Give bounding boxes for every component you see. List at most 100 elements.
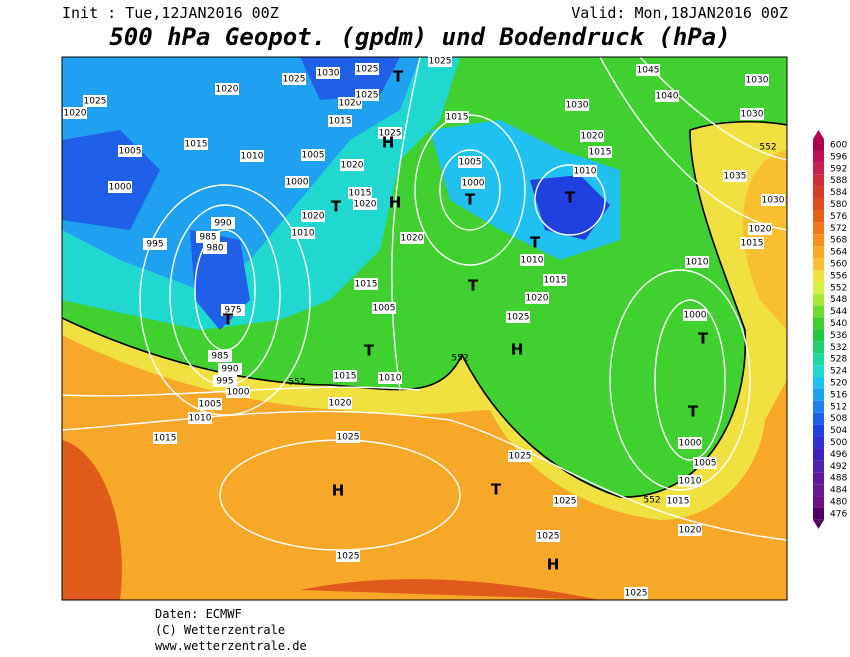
isobar-label: 1025 (509, 452, 532, 462)
isobar-label-bg (328, 115, 352, 127)
legend-tick-label: 592 (830, 164, 847, 174)
isobar-label-bg (580, 130, 604, 142)
isobar-label: 985 (211, 352, 228, 362)
isobar-label: 1015 (446, 113, 469, 123)
isobar-label: 1020 (341, 161, 364, 171)
isobar-label-bg (211, 217, 235, 229)
isobar-label: 1015 (154, 434, 177, 444)
isobar-label: 1020 (401, 234, 424, 244)
isobar-label-bg (118, 145, 142, 157)
isobar-label: 1030 (762, 196, 785, 206)
isobar-label-bg (740, 237, 764, 249)
legend-tick-label: 528 (830, 355, 847, 365)
isobar-label: 995 (146, 240, 163, 250)
legend-tick-label: 508 (830, 414, 847, 424)
legend-tick-label: 492 (830, 462, 847, 472)
isobar-label-bg (301, 149, 325, 161)
isobar-label: 1010 (241, 152, 264, 162)
legend-tick-label: 580 (830, 200, 847, 210)
legend-tick-label: 536 (830, 331, 847, 341)
pressure-center: T (688, 403, 699, 421)
isobar-label-bg (748, 223, 772, 235)
field-deep-blue (62, 57, 400, 330)
footer-line: Daten: ECMWF (155, 607, 242, 621)
isobar-label-bg (536, 530, 560, 542)
contour-label: 552 (451, 354, 468, 364)
legend-tick-label: 544 (830, 307, 847, 317)
isobar-label: 1020 (329, 399, 352, 409)
legend-swatch (813, 269, 824, 282)
isobar-label: 1005 (302, 151, 325, 161)
legend-tick-label: 476 (830, 509, 847, 519)
isobar-label-bg (624, 587, 648, 599)
contour-552 (62, 120, 787, 498)
legend-swatch (813, 186, 824, 199)
isobar-label: 1000 (462, 179, 485, 189)
isobar-label: 1015 (544, 276, 567, 286)
legend-tick-label: 496 (830, 450, 847, 460)
legend-tick-label: 548 (830, 295, 847, 305)
isobar-label-bg (316, 67, 340, 79)
legend-tick-label: 540 (830, 319, 847, 329)
isobar-label: 1000 (227, 388, 250, 398)
isobar-label: 1030 (317, 69, 340, 79)
isobar-label: 1020 (339, 99, 362, 109)
isobar-label-bg (240, 150, 264, 162)
isobar-label-bg (428, 55, 452, 67)
contour-label: 552 (643, 496, 660, 506)
isobar (62, 410, 787, 541)
isobar-label: 1020 (526, 294, 549, 304)
legend-swatch (813, 400, 824, 413)
isobar-label-bg (218, 363, 242, 375)
contour-label: 552 (288, 378, 305, 388)
isobar-label: 975 (224, 306, 241, 316)
legend-swatch (813, 293, 824, 306)
isobar-label-bg (683, 309, 707, 321)
isobar-label-bg (378, 372, 402, 384)
isobar-label-bg (508, 450, 532, 462)
isobar-label: 990 (221, 365, 238, 375)
isobar-label-bg (336, 431, 360, 443)
legend-swatch (813, 246, 824, 259)
isobar-label: 1020 (749, 225, 772, 235)
isobar-label-bg (761, 194, 785, 206)
isobar (391, 57, 421, 391)
isobar (654, 299, 726, 461)
isobar-label-bg (445, 111, 469, 123)
isobar-label-bg (693, 457, 717, 469)
isobar-label: 1000 (286, 178, 309, 188)
isobar-label-bg (285, 176, 309, 188)
isobar-label-bg (143, 238, 167, 250)
isobar-label: 1025 (84, 97, 107, 107)
isobar-label-bg (226, 386, 250, 398)
legend-tick-label: 568 (830, 236, 847, 246)
isobar-label: 990 (214, 219, 231, 229)
legend-tick-label: 516 (830, 390, 847, 400)
isobar-label-bg (525, 292, 549, 304)
isobar-label-bg (745, 74, 769, 86)
isobar-label: 1015 (741, 239, 764, 249)
legend-tick-label: 484 (830, 486, 847, 496)
footer-line: www.wetterzentrale.de (155, 639, 307, 653)
isobar-label: 1015 (329, 117, 352, 127)
contour-label: 552 (759, 143, 776, 153)
pressure-center: H (332, 482, 345, 500)
isobar-label: 1005 (459, 158, 482, 168)
legend-swatch (813, 448, 824, 461)
isobar-label: 1030 (566, 101, 589, 111)
legend-tick-label: 560 (830, 260, 847, 270)
isobar-label-bg (301, 210, 325, 222)
legend-swatch (813, 174, 824, 187)
isobar-label-bg (573, 165, 597, 177)
isobar-label-bg (565, 99, 589, 111)
map-title: 500 hPa Geopot. (gpdm) und Bodendruck (h… (109, 23, 730, 51)
pressure-center: T (530, 234, 541, 252)
legend-swatch (813, 424, 824, 437)
isobar-label: 1005 (373, 304, 396, 314)
legend-swatch (813, 341, 824, 354)
isobar-label: 1000 (109, 183, 132, 193)
pressure-center: H (511, 341, 524, 359)
isobar-label-bg (458, 156, 482, 168)
isobar-label: 1005 (119, 147, 142, 157)
init-time: Init : Tue,12JAN2016 00Z (62, 4, 279, 22)
